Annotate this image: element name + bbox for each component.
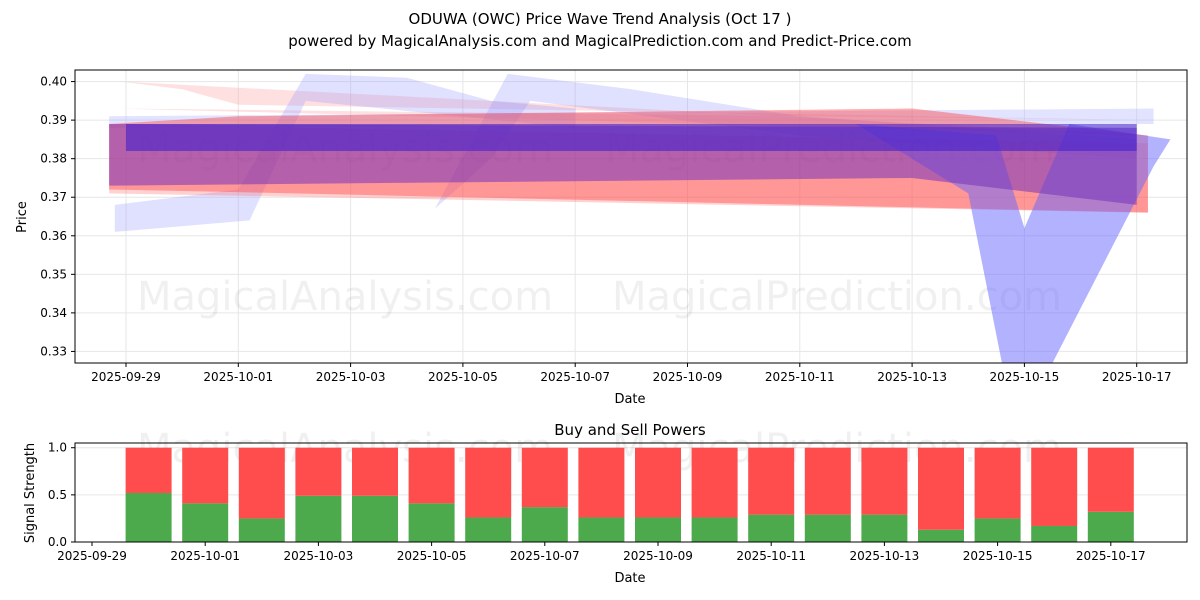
x-tick-label: 2025-10-09 (653, 370, 723, 384)
y-tick-label: 0.40 (40, 75, 67, 89)
x-tick-label: 2025-10-03 (284, 549, 354, 563)
sell-bar (1031, 447, 1078, 526)
buy-bar (352, 495, 398, 542)
subplot-title: Buy and Sell Powers (554, 421, 706, 439)
y-tick-label: 0.5 (48, 488, 67, 502)
x-tick-label: 2025-10-13 (877, 370, 947, 384)
buy-bar (1087, 511, 1134, 542)
buy-bar (465, 517, 512, 542)
buy-bar (182, 503, 229, 542)
chart-subtitle: powered by MagicalAnalysis.com and Magic… (288, 32, 912, 50)
y-tick-label: 0.37 (40, 190, 67, 204)
x-tick-label: 2025-10-15 (963, 549, 1033, 563)
x-axis-label: Date (614, 571, 645, 586)
y-tick-label: 1.0 (48, 441, 67, 455)
buy-bar (635, 517, 681, 542)
buy-bar (521, 507, 568, 542)
wave-band (114, 73, 576, 232)
y-tick-label: 0.33 (40, 344, 67, 358)
x-tick-label: 2025-10-11 (736, 549, 806, 563)
buy-bar (578, 517, 625, 542)
watermark: MagicalAnalysis.com (137, 274, 553, 320)
y-axis-label: Price (15, 201, 30, 233)
x-tick-label: 2025-10-17 (1076, 549, 1146, 563)
y-tick-label: 0.35 (40, 267, 67, 281)
sell-bar (125, 447, 172, 493)
buy-bar (861, 514, 908, 542)
wave-band (109, 108, 1154, 128)
sell-bar (521, 447, 568, 508)
x-tick-label: 2025-10-13 (850, 549, 920, 563)
sell-bar (691, 447, 738, 518)
x-tick-label: 2025-10-01 (170, 549, 240, 563)
buy-bar (691, 517, 738, 542)
sell-bar (295, 447, 342, 496)
buy-bar (748, 514, 795, 542)
plot-frame (74, 69, 1188, 364)
wave-bands (109, 73, 1171, 363)
sell-bar (182, 447, 229, 504)
buy-bar (804, 514, 851, 542)
x-tick-label: 2025-09-29 (57, 549, 127, 563)
y-tick-label: 0.39 (40, 113, 67, 127)
wave-band (126, 123, 1137, 151)
sell-bar (352, 447, 398, 496)
wave-band (434, 73, 1137, 209)
buy-bar (918, 529, 964, 542)
chart-title: ODUWA (OWC) Price Wave Trend Analysis (O… (408, 10, 792, 28)
buy-bar (974, 518, 1021, 542)
x-tick-label: 2025-10-05 (428, 370, 498, 384)
buy-bar (408, 503, 455, 542)
x-tick-label: 2025-10-15 (990, 370, 1060, 384)
sell-bar (804, 447, 851, 515)
sell-bar (1087, 447, 1134, 512)
x-tick-label: 2025-10-17 (1102, 370, 1172, 384)
sell-bar (238, 447, 285, 519)
buy-bar (295, 495, 342, 542)
x-tick-label: 2025-10-07 (540, 370, 610, 384)
sell-bar (974, 447, 1021, 519)
wave-band (120, 81, 1154, 136)
plot-frame (74, 442, 1188, 543)
x-tick-label: 2025-10-09 (623, 549, 693, 563)
sell-bar (748, 447, 795, 515)
y-axis-label: Signal Strength (23, 443, 38, 543)
x-axis-label: Date (614, 392, 645, 407)
y-tick-label: 0.36 (40, 229, 67, 243)
y-tick-label: 0.38 (40, 152, 67, 166)
y-tick-label: 0.34 (40, 306, 67, 320)
buy-bar (125, 492, 172, 542)
y-tick-label: 0.0 (48, 535, 67, 549)
sell-bar (918, 447, 964, 530)
x-tick-label: 2025-10-07 (510, 549, 580, 563)
sell-bar (635, 447, 681, 518)
x-tick-label: 2025-10-11 (765, 370, 835, 384)
sell-bar (861, 447, 908, 515)
buy-bar (238, 518, 285, 542)
x-tick-label: 2025-10-03 (316, 370, 386, 384)
x-tick-label: 2025-09-29 (91, 370, 161, 384)
sell-bar (465, 447, 512, 518)
sell-bar (408, 447, 455, 504)
sell-bar (578, 447, 625, 518)
x-tick-label: 2025-10-05 (397, 549, 467, 563)
x-tick-label: 2025-10-01 (203, 370, 273, 384)
buy-bar (1031, 525, 1078, 542)
